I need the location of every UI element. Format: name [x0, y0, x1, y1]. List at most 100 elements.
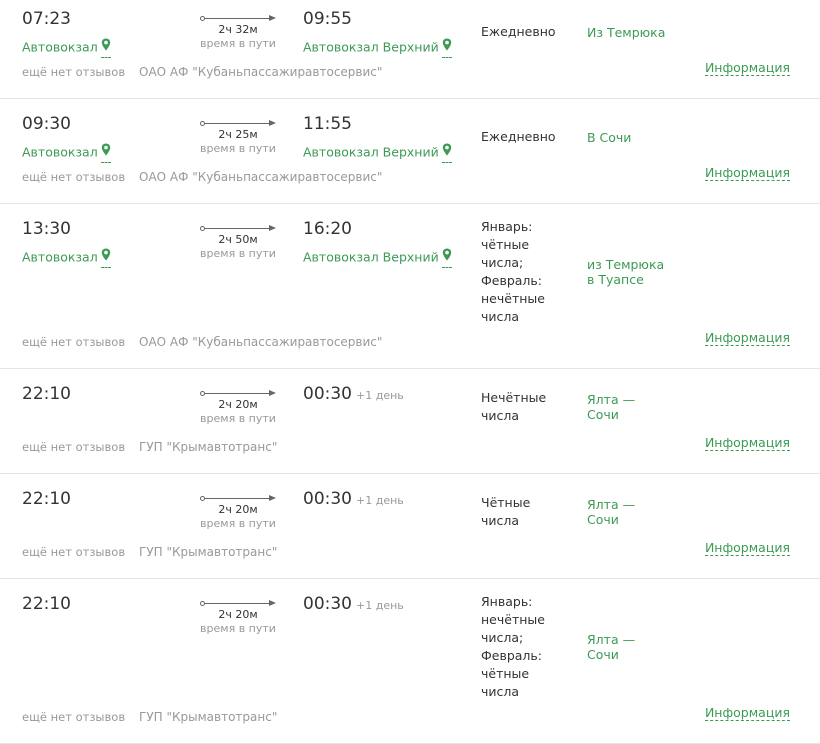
schedule-line: числа; [481, 630, 524, 645]
arrow-right-icon [200, 383, 276, 405]
arrival: 11:55 Автовокзал Верхний [303, 113, 483, 163]
reviews-status: ещё нет отзывов [22, 170, 126, 184]
carrier-name: ГУП "Крымавтотранс" [139, 545, 278, 559]
arrow-right-icon [200, 8, 276, 30]
duration: 2ч 32м время в пути [200, 8, 276, 52]
departure-station-link[interactable]: Автовокзал [22, 143, 192, 163]
arrival-station-link[interactable]: Автовокзал Верхний [303, 248, 483, 268]
reviews-status: ещё нет отзывов [22, 65, 126, 79]
trip-row: 07:23 Автовокзал 2ч 32м время в пути 09:… [0, 0, 820, 99]
trip-row: 22:10 2ч 20м время в пути 00:30 +1 день Н… [0, 369, 820, 474]
route-line: Сочи [587, 407, 619, 422]
arrow-right-icon [200, 488, 276, 510]
route-name: Из Темрюка [587, 25, 697, 40]
arrival-time: 11:55 [303, 114, 352, 134]
route-line: Ялта — [587, 632, 636, 647]
trip-row: 22:10 2ч 20м время в пути 00:30 +1 день Ч… [0, 474, 820, 579]
duration-label: время в пути [200, 142, 276, 155]
route-name: Ялта — Сочи [587, 497, 697, 527]
info-link[interactable]: Информация [704, 705, 790, 721]
map-pin-icon[interactable] [100, 38, 111, 58]
arrival-station-link[interactable]: Автовокзал Верхний [303, 38, 483, 58]
arrival: 09:55 Автовокзал Верхний [303, 8, 483, 58]
departure-station-link[interactable]: Автовокзал [22, 38, 192, 58]
trip-row: 22:10 2ч 20м время в пути 00:30 +1 день Я… [0, 579, 820, 744]
arrival-time: 00:30 [303, 489, 352, 509]
map-pin-icon[interactable] [441, 248, 452, 268]
schedule-line: Январь: [481, 594, 533, 609]
carrier-name: ОАО АФ "Кубаньпассажиравтосервис" [139, 65, 383, 79]
info-link[interactable]: Информация [704, 60, 790, 76]
map-pin-icon[interactable] [441, 38, 452, 58]
departure: 22:10 [22, 383, 192, 405]
schedule-line: нечётные [481, 612, 545, 627]
duration-label: время в пути [200, 412, 276, 425]
schedule-line: нечётные [481, 291, 545, 306]
duration-label: время в пути [200, 517, 276, 530]
route-line: Сочи [587, 647, 619, 662]
schedule: Ежедневно [481, 23, 571, 41]
departure-time: 22:10 [22, 489, 71, 509]
schedule: Январь: нечётные числа; Февраль: чётные числа [481, 593, 571, 701]
duration-value: 2ч 32м [218, 23, 258, 36]
arrival: 00:30 +1 день [303, 383, 483, 407]
map-pin-icon[interactable] [100, 143, 111, 163]
duration-value: 2ч 50м [218, 233, 258, 246]
arrival: 00:30 +1 день [303, 593, 483, 617]
departure: 07:23 Автовокзал [22, 8, 192, 58]
schedule: Ежедневно [481, 128, 571, 146]
arrival-time: 00:30 [303, 594, 352, 614]
arrow-right-icon [200, 113, 276, 135]
schedule-line: Февраль: [481, 648, 542, 663]
schedule-line: чётные [481, 666, 530, 681]
schedule-line: числа [481, 513, 520, 528]
duration-label: время в пути [200, 622, 276, 635]
schedule-line: Чётные [481, 495, 531, 510]
schedule: Нечётные числа [481, 389, 571, 425]
arrival-time: 09:55 [303, 9, 352, 29]
info-link[interactable]: Информация [704, 330, 790, 346]
map-pin-icon[interactable] [441, 143, 452, 163]
duration-value: 2ч 20м [218, 503, 258, 516]
schedule: Январь: чётные числа; Февраль: нечётные числа [481, 218, 571, 326]
next-day-badge: +1 день [356, 389, 404, 402]
route-line: из Темрюка [587, 257, 665, 272]
schedule-line: числа [481, 309, 520, 324]
route-name: из Темрюка в Туапсе [587, 257, 697, 287]
arrival: 16:20 Автовокзал Верхний [303, 218, 483, 268]
schedule: Чётные числа [481, 494, 571, 530]
departure: 22:10 [22, 488, 192, 510]
duration: 2ч 20м время в пути [200, 383, 276, 427]
carrier-name: ОАО АФ "Кубаньпассажиравтосервис" [139, 170, 383, 184]
route-name: В Сочи [587, 130, 697, 145]
duration-value: 2ч 20м [218, 398, 258, 411]
duration: 2ч 50м время в пути [200, 218, 276, 262]
departure: 22:10 [22, 593, 192, 615]
arrival-station-link[interactable]: Автовокзал Верхний [303, 143, 483, 163]
duration: 2ч 20м время в пути [200, 488, 276, 532]
departure-time: 09:30 [22, 114, 71, 134]
departure-time: 13:30 [22, 219, 71, 239]
carrier-name: ГУП "Крымавтотранс" [139, 710, 278, 724]
departure-station-link[interactable]: Автовокзал [22, 248, 192, 268]
route-line: Ялта — [587, 392, 636, 407]
reviews-status: ещё нет отзывов [22, 545, 126, 559]
info-link[interactable]: Информация [704, 435, 790, 451]
info-link[interactable]: Информация [704, 540, 790, 556]
reviews-status: ещё нет отзывов [22, 440, 126, 454]
next-day-badge: +1 день [356, 494, 404, 507]
reviews-status: ещё нет отзывов [22, 710, 126, 724]
route-line: Сочи [587, 512, 619, 527]
route-line: Ялта — [587, 497, 636, 512]
route-line: В Сочи [587, 129, 632, 145]
duration: 2ч 20м время в пути [200, 593, 276, 637]
route-line: Из Темрюка [587, 24, 666, 40]
departure-time: 22:10 [22, 384, 71, 404]
map-pin-icon[interactable] [100, 248, 111, 268]
route-name: Ялта — Сочи [587, 392, 697, 422]
info-link[interactable]: Информация [704, 165, 790, 181]
departure-time: 22:10 [22, 594, 71, 614]
departure: 09:30 Автовокзал [22, 113, 192, 163]
carrier-name: ОАО АФ "Кубаньпассажиравтосервис" [139, 335, 383, 349]
